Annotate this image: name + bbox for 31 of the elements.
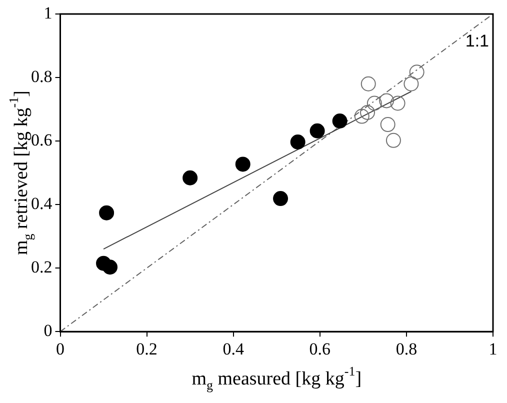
point: [332, 114, 348, 129]
point: [380, 117, 396, 132]
x-tick-label: 0.6: [309, 339, 331, 358]
x-tick-label: 0.4: [222, 339, 244, 358]
point: [99, 205, 114, 220]
x-tick-label: 0.2: [136, 339, 158, 358]
y-tick-label: 0.6: [31, 130, 52, 150]
point: [182, 170, 198, 186]
point: [386, 132, 401, 148]
x-tick-label: 0.8: [396, 339, 418, 358]
x-tick-label: 0: [56, 339, 64, 358]
point: [390, 96, 406, 111]
y-tick-label: 0.4: [31, 194, 53, 214]
point: [273, 191, 288, 206]
x-tick-label: 1: [488, 339, 498, 358]
point: [310, 123, 325, 138]
point: [354, 108, 370, 124]
point: [102, 260, 118, 275]
point: [360, 104, 376, 120]
y-tick-label: 0: [44, 321, 52, 340]
series-label: 1:1: [465, 32, 489, 51]
point: [404, 76, 419, 92]
point: [379, 93, 394, 108]
point: [235, 156, 250, 172]
point: [409, 64, 424, 80]
y-tick-label: 1: [44, 3, 52, 22]
y-tick-label: 0.8: [31, 66, 52, 86]
point: [366, 96, 382, 111]
point: [360, 76, 376, 92]
y-tick-label: 0.2: [31, 258, 52, 277]
point: [290, 134, 306, 150]
